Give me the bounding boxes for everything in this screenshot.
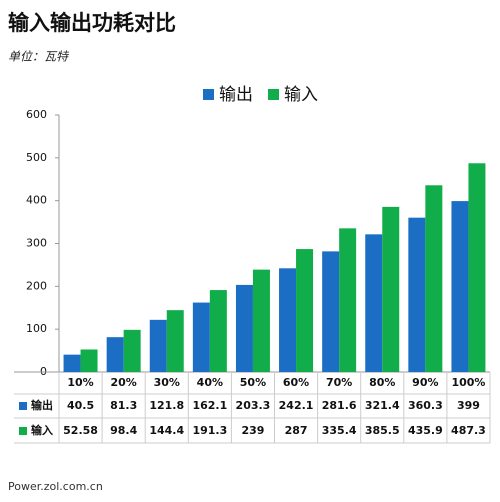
x-tick-label: 80% [369, 376, 395, 389]
table-value: 399 [457, 399, 480, 412]
table-value: 191.3 [192, 424, 227, 437]
table-value: 242.1 [279, 399, 314, 412]
table-value: 40.5 [67, 399, 94, 412]
bar [296, 249, 314, 372]
table-value: 144.4 [149, 424, 184, 437]
table-value: 162.1 [192, 399, 227, 412]
bar [365, 234, 383, 372]
x-tick-label: 70% [326, 376, 352, 389]
y-tick-label: 300 [26, 237, 47, 250]
source: Power.zol.com.cn [8, 480, 103, 493]
x-tick-label: 30% [154, 376, 180, 389]
bar [166, 310, 184, 372]
table-value: 487.3 [451, 424, 486, 437]
bar [451, 201, 469, 372]
bar [425, 185, 443, 372]
legend-label: 输入 [284, 85, 318, 105]
bar [252, 269, 270, 372]
table-value: 321.4 [365, 399, 400, 412]
table-value: 287 [285, 424, 308, 437]
x-tick-label: 60% [283, 376, 309, 389]
legend-swatch [268, 89, 279, 100]
x-tick-label: 10% [67, 376, 93, 389]
table-value: 98.4 [110, 424, 137, 437]
y-tick-label: 100 [26, 322, 47, 335]
legend-label: 输出 [219, 85, 253, 105]
table-value: 360.3 [408, 399, 443, 412]
table-value: 203.3 [236, 399, 271, 412]
x-tick-label: 20% [110, 376, 136, 389]
table-value: 121.8 [149, 399, 184, 412]
bar [468, 163, 486, 372]
table-value: 385.5 [365, 424, 400, 437]
chart-subtitle: 单位：瓦特 [8, 50, 70, 64]
table-value: 239 [241, 424, 264, 437]
bar [123, 329, 141, 372]
bar [192, 302, 210, 372]
table-value: 335.4 [322, 424, 357, 437]
table-row-label: 输入 [31, 423, 53, 437]
table-value: 435.9 [408, 424, 443, 437]
bar [209, 290, 227, 372]
table-value: 52.58 [63, 424, 98, 437]
x-tick-label: 90% [412, 376, 438, 389]
table-value: 81.3 [110, 399, 137, 412]
y-tick-label: 200 [26, 279, 47, 292]
bar [106, 337, 124, 372]
y-tick-label: 500 [26, 151, 47, 164]
legend-swatch [19, 402, 27, 410]
x-tick-label: 50% [240, 376, 266, 389]
table-row-label: 输出 [31, 398, 53, 412]
bar [322, 251, 340, 372]
chart-title: 输入输出功耗对比 [8, 11, 176, 35]
x-tick-label: 40% [197, 376, 223, 389]
bar [408, 217, 426, 372]
bar [80, 349, 98, 372]
x-tick-label: 100% [451, 376, 485, 389]
bar [339, 228, 357, 372]
bar [279, 268, 297, 372]
bar [382, 206, 400, 372]
legend-swatch [203, 89, 214, 100]
y-tick-label: 400 [26, 194, 47, 207]
y-tick-label: 600 [26, 108, 47, 121]
bar [235, 284, 253, 372]
table-value: 281.6 [322, 399, 357, 412]
bar [63, 354, 81, 372]
legend-swatch [19, 427, 27, 435]
bar [149, 319, 167, 372]
